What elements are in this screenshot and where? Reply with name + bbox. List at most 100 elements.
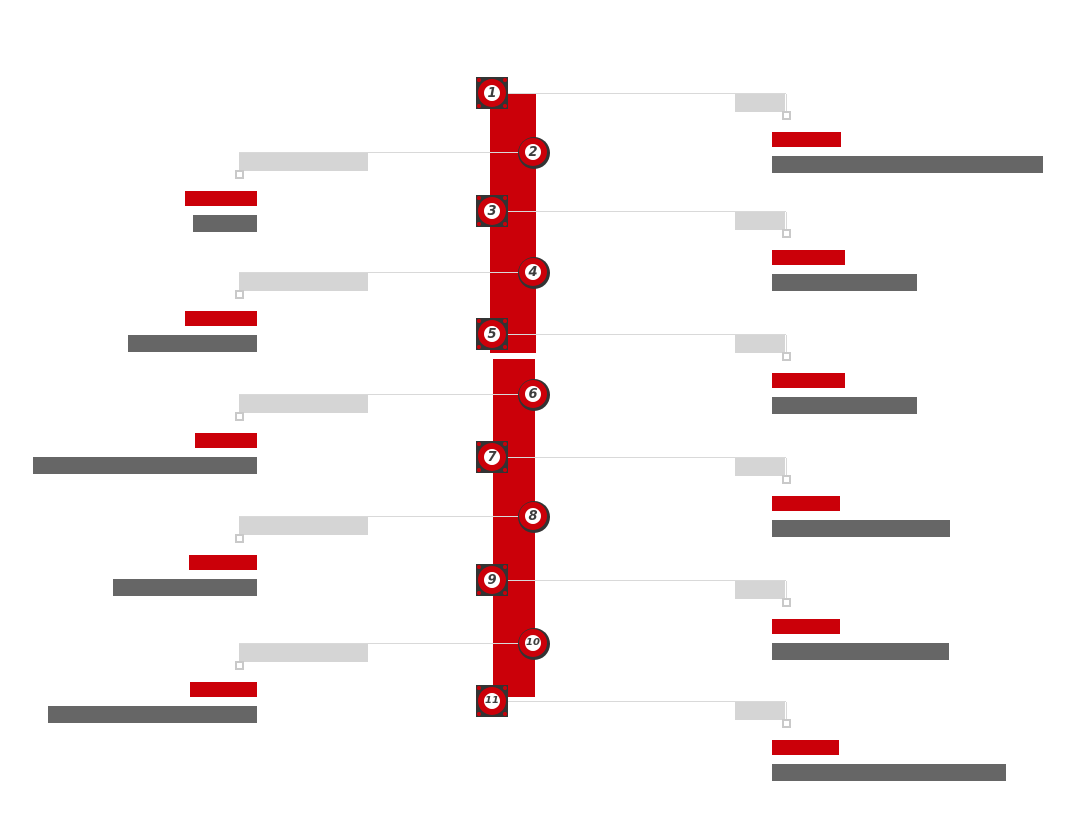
connector-line <box>239 516 533 517</box>
milestone-badge-10: 10 <box>515 625 551 661</box>
badge-number: 6 <box>528 386 538 402</box>
badge-number: 11 <box>485 695 499 706</box>
badge-corner-dot <box>477 442 481 446</box>
badge-corner-dot <box>503 345 507 349</box>
badge-white-center <box>484 449 500 465</box>
badge-white-center <box>525 635 541 651</box>
timeline-node <box>235 290 244 299</box>
timeline-node <box>782 598 791 607</box>
date-placeholder-block <box>239 395 368 413</box>
badge-corner-dot <box>477 222 481 226</box>
heading-placeholder-bar <box>772 740 839 755</box>
badge-corner-dot <box>503 712 507 716</box>
timeline-node <box>782 475 791 484</box>
badge-corner-dot <box>477 196 481 200</box>
badge-number: 3 <box>487 203 497 219</box>
connector-line <box>239 272 533 273</box>
badge-corner-dot <box>503 565 507 569</box>
badge-number: 1 <box>487 85 497 101</box>
connector-drop-line <box>786 335 787 352</box>
connector-drop-line <box>786 702 787 719</box>
milestone-badge-4: 4 <box>515 254 551 290</box>
badge-corner-dot <box>477 686 481 690</box>
heading-placeholder-bar <box>772 496 840 511</box>
connector-line <box>492 701 786 702</box>
timeline-node <box>782 111 791 120</box>
badge-corner-dot <box>477 104 481 108</box>
badge-corner-dot <box>503 222 507 226</box>
connector-line <box>239 152 533 153</box>
date-placeholder-block <box>735 335 785 353</box>
badge-corner-dot <box>477 565 481 569</box>
badge-number: 2 <box>528 144 538 160</box>
heading-placeholder-bar <box>195 433 257 448</box>
badge-white-center <box>525 264 541 280</box>
badge-corner-dot <box>477 591 481 595</box>
milestone-badge-2: 2 <box>515 134 551 170</box>
badge-white-center <box>484 693 500 709</box>
date-placeholder-block <box>239 644 368 662</box>
badge-number: 4 <box>528 264 538 280</box>
badge-corner-dot <box>503 591 507 595</box>
badge-corner-dot <box>503 442 507 446</box>
date-placeholder-block <box>735 581 785 599</box>
date-placeholder-block <box>735 702 785 720</box>
date-placeholder-block <box>239 273 368 291</box>
badge-corner-dot <box>503 104 507 108</box>
connector-drop-line <box>786 212 787 229</box>
timeline-node <box>782 352 791 361</box>
badge-white-center <box>525 144 541 160</box>
badge-number: 7 <box>487 449 497 465</box>
body-placeholder-bar <box>772 274 917 291</box>
connector-drop-line <box>786 458 787 475</box>
badge-corner-dot <box>477 78 481 82</box>
connector-line <box>492 457 786 458</box>
badge-number: 10 <box>526 637 540 648</box>
body-placeholder-bar <box>33 457 257 474</box>
timeline-node <box>235 534 244 543</box>
milestone-badge-7: 7 <box>474 439 510 475</box>
connector-drop-line <box>786 94 787 111</box>
badge-number: 9 <box>487 572 497 588</box>
badge-corner-dot <box>503 78 507 82</box>
body-placeholder-bar <box>772 520 950 537</box>
timeline-node <box>235 661 244 670</box>
badge-white-center <box>484 572 500 588</box>
heading-placeholder-bar <box>185 191 257 206</box>
heading-placeholder-bar <box>772 619 840 634</box>
badge-white-center <box>484 85 500 101</box>
milestone-badge-1: 1 <box>474 75 510 111</box>
heading-placeholder-bar <box>772 250 845 265</box>
connector-line <box>239 643 533 644</box>
badge-corner-dot <box>503 686 507 690</box>
body-placeholder-bar <box>113 579 257 596</box>
heading-placeholder-bar <box>772 373 845 388</box>
date-placeholder-block <box>239 517 368 535</box>
badge-white-center <box>525 508 541 524</box>
badge-number: 5 <box>487 326 497 342</box>
body-placeholder-bar <box>772 156 1043 173</box>
badge-corner-dot <box>477 712 481 716</box>
connector-line <box>492 334 786 335</box>
milestone-badge-11: 11 <box>474 683 510 719</box>
timeline-node <box>782 229 791 238</box>
milestone-badge-9: 9 <box>474 562 510 598</box>
body-placeholder-bar <box>772 764 1006 781</box>
heading-placeholder-bar <box>772 132 841 147</box>
date-placeholder-block <box>735 458 785 476</box>
date-placeholder-block <box>735 212 785 230</box>
body-placeholder-bar <box>48 706 257 723</box>
heading-placeholder-bar <box>190 682 257 697</box>
timeline-node <box>782 719 791 728</box>
body-placeholder-bar <box>193 215 257 232</box>
date-placeholder-block <box>735 94 785 112</box>
badge-corner-dot <box>503 319 507 323</box>
connector-line <box>492 93 786 94</box>
body-placeholder-bar <box>772 397 917 414</box>
milestone-badge-8: 8 <box>515 498 551 534</box>
badge-white-center <box>484 326 500 342</box>
body-placeholder-bar <box>772 643 949 660</box>
milestone-badge-6: 6 <box>515 376 551 412</box>
badge-white-center <box>525 386 541 402</box>
